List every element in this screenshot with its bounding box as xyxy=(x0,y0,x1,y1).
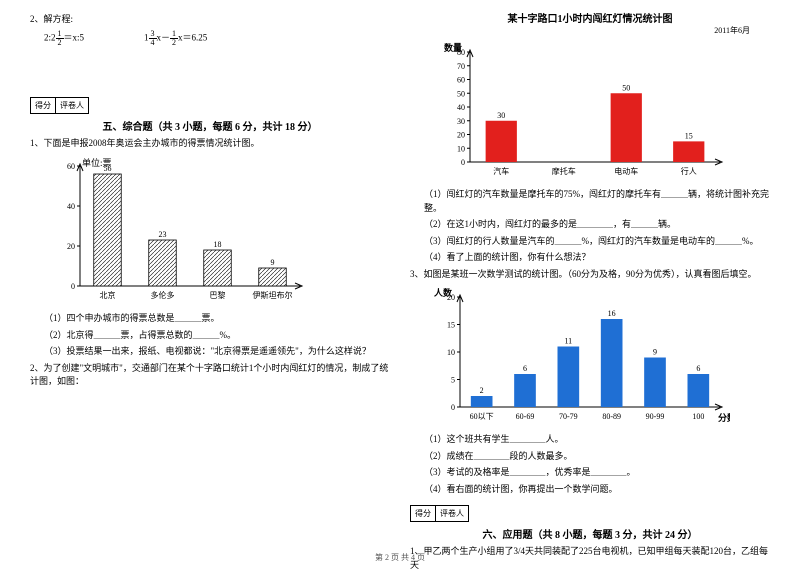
svg-text:行人: 行人 xyxy=(681,166,697,176)
svg-text:10: 10 xyxy=(457,144,465,153)
svg-text:11: 11 xyxy=(564,337,572,346)
chart-2: 01020304050607080数量30汽车摩托车50电动车15行人 xyxy=(440,42,730,182)
q5-1-3: （3）投票结果一出来，报纸、电视都说："北京得票是遥遥领先"，为什么这样说？ xyxy=(44,345,390,359)
q3-2: （2）成绩在＿＿＿＿段的人数最多。 xyxy=(424,450,770,464)
svg-text:100: 100 xyxy=(692,412,704,421)
svg-text:15: 15 xyxy=(685,131,693,140)
svg-text:60以下: 60以下 xyxy=(470,412,494,421)
svg-text:0: 0 xyxy=(451,403,455,412)
left-column: 2、解方程: 2:212＝x:5 134x－12x＝6.25 得分评卷人 五、综… xyxy=(30,10,390,540)
svg-text:90-99: 90-99 xyxy=(646,412,665,421)
svg-text:2: 2 xyxy=(480,386,484,395)
svg-text:80-89: 80-89 xyxy=(602,412,621,421)
chart2-sub: 2011年6月 xyxy=(410,25,770,36)
svg-text:20: 20 xyxy=(67,242,75,251)
svg-text:50: 50 xyxy=(622,83,630,92)
section-5-title: 五、综合题（共 3 小题，每题 6 分，共计 18 分） xyxy=(30,118,390,133)
svg-text:9: 9 xyxy=(271,258,275,267)
svg-text:0: 0 xyxy=(71,282,75,291)
svg-text:60: 60 xyxy=(67,162,75,171)
svg-text:9: 9 xyxy=(653,348,657,357)
svg-text:50: 50 xyxy=(457,89,465,98)
q2-2: （2）在这1小时内，闯红灯的最多的是＿＿＿＿，有＿＿＿辆。 xyxy=(424,218,770,232)
svg-text:伊斯坦布尔: 伊斯坦布尔 xyxy=(253,290,293,300)
svg-text:40: 40 xyxy=(457,103,465,112)
svg-text:23: 23 xyxy=(159,230,167,239)
eq1: 2:212＝x:5 xyxy=(44,30,84,47)
svg-text:20: 20 xyxy=(457,131,465,140)
score-box-2: 得分评卷人 xyxy=(410,505,469,522)
chart-3: 05101520人数260以下660-691170-791680-89990-9… xyxy=(430,287,730,427)
svg-text:10: 10 xyxy=(447,348,455,357)
svg-text:北京: 北京 xyxy=(100,290,116,300)
svg-text:摩托车: 摩托车 xyxy=(552,166,576,176)
svg-text:15: 15 xyxy=(447,321,455,330)
svg-text:40: 40 xyxy=(67,202,75,211)
q3-4: （4）看右面的统计图，你再提出一个数学问题。 xyxy=(424,483,770,497)
svg-text:多伦多: 多伦多 xyxy=(151,290,175,300)
svg-text:分数: 分数 xyxy=(718,412,730,423)
svg-text:巴黎: 巴黎 xyxy=(210,290,226,300)
eq2: 134x－12x＝6.25 xyxy=(144,30,207,47)
svg-text:60-69: 60-69 xyxy=(516,412,535,421)
q5-1-1: （1）四个申办城市的得票总数是＿＿＿票。 xyxy=(44,312,390,326)
q3-1: （1）这个班共有学生＿＿＿＿人。 xyxy=(424,433,770,447)
svg-text:70-79: 70-79 xyxy=(559,412,578,421)
score-box: 得分评卷人 xyxy=(30,97,89,114)
q2-3: （3）闯红灯的行人数量是汽车的＿＿＿%，闯红灯的汽车数量是电动车的＿＿＿%。 xyxy=(424,235,770,249)
svg-text:汽车: 汽车 xyxy=(493,166,509,176)
svg-text:电动车: 电动车 xyxy=(614,166,638,176)
svg-text:30: 30 xyxy=(457,117,465,126)
svg-text:6: 6 xyxy=(696,364,700,373)
svg-text:30: 30 xyxy=(497,111,505,120)
q5-2: 2、为了创建"文明城市"，交通部门在某个十字路口统计1个小时内闯红灯的情况，制成… xyxy=(30,362,390,389)
svg-text:18: 18 xyxy=(214,240,222,249)
q5-1: 1、下面是申报2008年奥运会主办城市的得票情况统计图。 xyxy=(30,137,390,151)
q3-3: （3）考试的及格率是＿＿＿＿，优秀率是＿＿＿＿。 xyxy=(424,466,770,480)
svg-text:数量: 数量 xyxy=(444,42,462,53)
chart2-title: 某十字路口1小时内闯红灯情况统计图 xyxy=(410,10,770,25)
svg-text:6: 6 xyxy=(523,364,527,373)
q5-1-2: （2）北京得＿＿＿票，占得票总数的＿＿＿%。 xyxy=(44,329,390,343)
page-footer: 第 2 页 共 4 页 xyxy=(0,552,800,563)
q2-title: 2、解方程: xyxy=(30,13,390,27)
svg-text:16: 16 xyxy=(608,309,616,318)
svg-text:5: 5 xyxy=(451,376,455,385)
svg-text:70: 70 xyxy=(457,62,465,71)
q2-1: （1）闯红灯的汽车数量是摩托车的75%，闯红灯的摩托车有＿＿＿辆，将统计图补充完… xyxy=(424,188,770,215)
svg-text:60: 60 xyxy=(457,76,465,85)
right-column: 某十字路口1小时内闯红灯情况统计图 2011年6月 01020304050607… xyxy=(410,10,770,540)
svg-text:人数: 人数 xyxy=(433,287,453,298)
equations: 2:212＝x:5 134x－12x＝6.25 xyxy=(44,30,390,47)
section-6-title: 六、应用题（共 8 小题，每题 3 分，共计 24 分） xyxy=(410,526,770,541)
q2-4: （4）看了上面的统计图，你有什么想法？ xyxy=(424,251,770,265)
svg-text:0: 0 xyxy=(461,158,465,167)
chart-1: 0204060单位:票56北京23多伦多18巴黎9伊斯坦布尔 xyxy=(50,156,310,306)
svg-text:56: 56 xyxy=(104,164,112,173)
q5-3: 3、如图是某班一次数学测试的统计图。（60分为及格，90分为优秀），认真看图后填… xyxy=(410,268,770,282)
